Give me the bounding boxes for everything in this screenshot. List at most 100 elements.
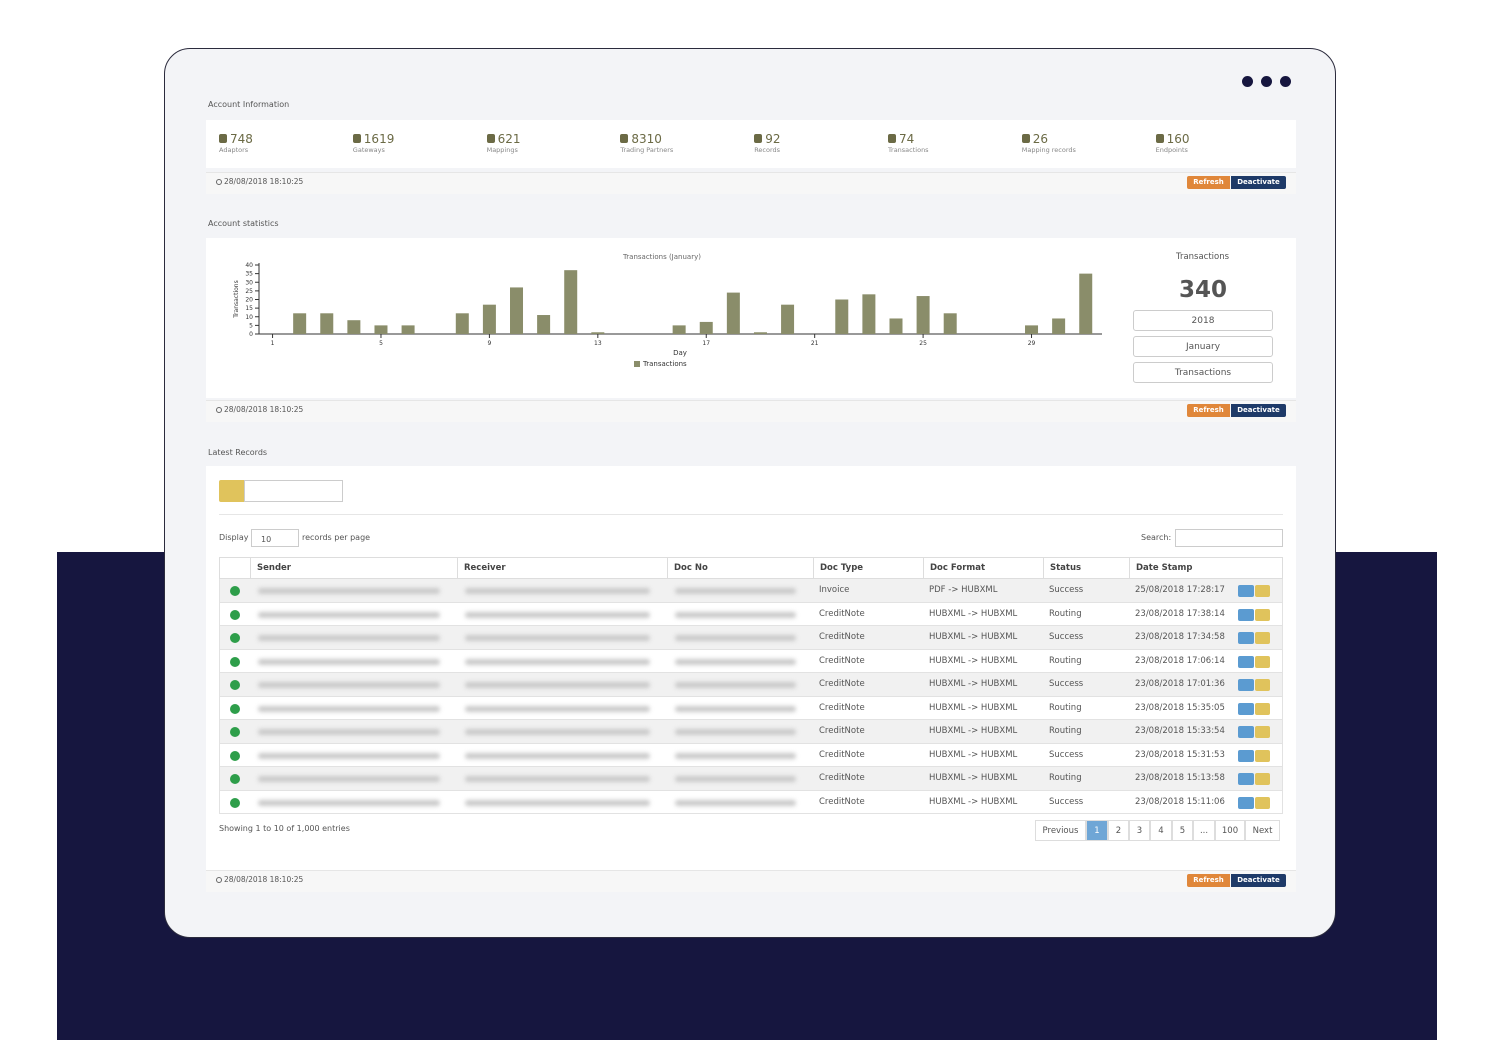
blurred-cell <box>258 705 440 712</box>
expand-icon[interactable] <box>230 633 240 643</box>
panel-footer <box>206 400 1296 422</box>
table-cell: CreditNote <box>819 655 865 666</box>
page-link[interactable]: Previous <box>1035 820 1086 841</box>
download-button[interactable] <box>1238 608 1254 621</box>
download-button[interactable] <box>1238 749 1254 762</box>
per-page-select[interactable]: 10 <box>251 529 299 547</box>
page-link[interactable]: 4 <box>1150 820 1172 841</box>
archive-button[interactable] <box>1255 585 1270 597</box>
page-link[interactable]: 5 <box>1172 820 1193 841</box>
refresh-button[interactable]: Refresh <box>1187 404 1230 417</box>
expand-icon[interactable] <box>230 609 240 620</box>
column-header[interactable]: Sender <box>250 557 457 579</box>
bar <box>753 332 767 334</box>
table-cell: HUBXML -> HUBXML <box>929 773 1018 783</box>
column-header[interactable]: Receiver <box>457 557 667 579</box>
x-axis-label: Day <box>673 349 687 357</box>
export-button[interactable] <box>219 480 244 502</box>
download-button[interactable] <box>1238 702 1254 715</box>
bar <box>293 313 307 334</box>
stat-icon <box>352 134 361 143</box>
blurred-cell <box>465 729 650 735</box>
stat-icon <box>888 134 896 143</box>
stat-label: Endpoints <box>1155 146 1188 154</box>
archive-button[interactable] <box>1255 655 1270 668</box>
x-tick-label: 5 <box>379 340 383 347</box>
table-cell: Success <box>1049 585 1084 595</box>
blurred-cell <box>258 635 440 641</box>
column-header[interactable]: Doc Type <box>813 557 923 579</box>
column-header[interactable]: Doc Format <box>923 557 1043 579</box>
page-link[interactable]: 1 <box>1086 820 1108 841</box>
refresh-button[interactable]: Refresh <box>1187 176 1230 189</box>
table-cell: Routing <box>1049 655 1082 666</box>
download-button[interactable] <box>1238 632 1254 644</box>
blurred-cell <box>675 705 796 712</box>
x-tick-label: 25 <box>919 340 927 347</box>
page-link[interactable]: 2 <box>1108 820 1129 841</box>
search-input[interactable] <box>1175 529 1283 547</box>
bar <box>374 325 388 334</box>
expand-icon[interactable] <box>230 774 240 784</box>
expand-icon[interactable] <box>230 750 240 761</box>
legend-swatch <box>634 361 640 367</box>
expand-icon[interactable] <box>230 656 240 667</box>
month-select[interactable]: January <box>1133 336 1273 357</box>
bar <box>943 313 957 334</box>
archive-button[interactable] <box>1255 632 1270 644</box>
blurred-cell <box>258 799 440 806</box>
expand-icon[interactable] <box>230 586 240 596</box>
expand-icon[interactable] <box>230 703 240 714</box>
expand-icon[interactable] <box>230 680 240 690</box>
y-tick-label: 0 <box>249 331 253 338</box>
column-header[interactable]: Date Stamp <box>1129 557 1231 579</box>
deactivate-button[interactable]: Deactivate <box>1231 176 1286 189</box>
divider <box>219 514 1283 515</box>
x-tick-label: 13 <box>594 340 602 347</box>
archive-button[interactable] <box>1255 679 1270 691</box>
blurred-cell <box>465 611 650 618</box>
page-link[interactable]: ... <box>1193 820 1215 841</box>
archive-button[interactable] <box>1255 796 1270 809</box>
column-header[interactable]: Status <box>1043 557 1129 579</box>
metric-select[interactable]: Transactions <box>1133 362 1273 383</box>
download-button[interactable] <box>1238 796 1254 809</box>
stat-icon <box>1155 134 1164 143</box>
bar <box>672 325 686 334</box>
column-header[interactable]: Doc No <box>667 557 813 579</box>
download-button[interactable] <box>1238 726 1254 738</box>
x-tick-label: 17 <box>702 340 710 347</box>
archive-button[interactable] <box>1255 702 1270 715</box>
table-header <box>219 557 1283 579</box>
table-cell: Success <box>1049 749 1084 760</box>
export-toolbar[interactable] <box>244 480 343 502</box>
archive-button[interactable] <box>1255 726 1270 738</box>
download-button[interactable] <box>1238 679 1254 691</box>
page-link[interactable]: 3 <box>1129 820 1150 841</box>
stat-icon <box>1021 134 1030 143</box>
download-button[interactable] <box>1238 585 1254 597</box>
archive-button[interactable] <box>1255 749 1270 762</box>
download-button[interactable] <box>1238 655 1254 668</box>
stat-value: 92 <box>765 132 781 146</box>
deactivate-button[interactable]: Deactivate <box>1231 874 1286 887</box>
bar <box>482 304 496 334</box>
chart-title: Transactions (January) <box>622 253 701 261</box>
expand-icon[interactable] <box>230 727 240 737</box>
table-cell: 23/08/2018 17:34:58 <box>1135 632 1225 642</box>
year-select[interactable]: 2018 <box>1133 310 1273 331</box>
table-cell: Routing <box>1049 773 1082 783</box>
page-link[interactable]: 100 <box>1215 820 1245 841</box>
deactivate-button[interactable]: Deactivate <box>1231 404 1286 417</box>
panel-footer <box>206 172 1296 194</box>
display-label: Display <box>219 533 249 542</box>
bar <box>320 313 334 334</box>
download-button[interactable] <box>1238 773 1254 785</box>
stat-value: 621 <box>497 132 521 146</box>
legend-label: Transactions <box>642 360 687 368</box>
archive-button[interactable] <box>1255 608 1270 621</box>
expand-icon[interactable] <box>230 797 240 808</box>
page-link[interactable]: Next <box>1245 820 1280 841</box>
archive-button[interactable] <box>1255 773 1270 785</box>
refresh-button[interactable]: Refresh <box>1187 874 1230 887</box>
